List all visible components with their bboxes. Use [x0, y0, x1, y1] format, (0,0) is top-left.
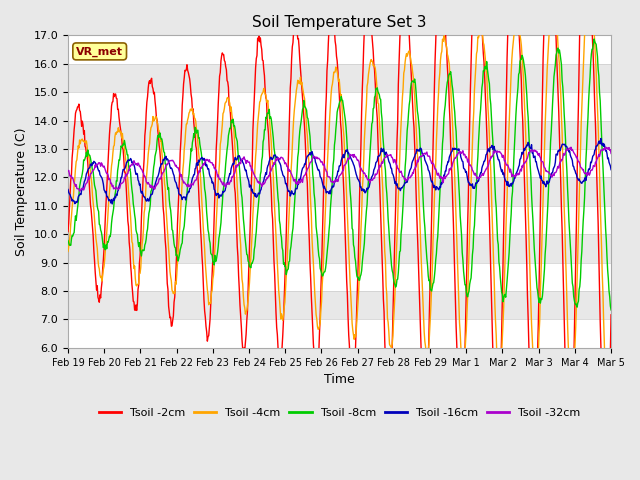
Y-axis label: Soil Temperature (C): Soil Temperature (C)	[15, 127, 28, 256]
Title: Soil Temperature Set 3: Soil Temperature Set 3	[252, 15, 427, 30]
X-axis label: Time: Time	[324, 373, 355, 386]
Bar	[68, 234, 611, 263]
Bar	[68, 206, 611, 234]
Bar	[68, 120, 611, 149]
Bar	[68, 36, 611, 64]
Bar	[68, 263, 611, 291]
Bar	[68, 319, 611, 348]
Bar	[68, 64, 611, 92]
Bar	[68, 178, 611, 206]
Text: VR_met: VR_met	[76, 46, 123, 57]
Bar	[68, 291, 611, 319]
Legend: Tsoil -2cm, Tsoil -4cm, Tsoil -8cm, Tsoil -16cm, Tsoil -32cm: Tsoil -2cm, Tsoil -4cm, Tsoil -8cm, Tsoi…	[95, 403, 584, 422]
Bar	[68, 149, 611, 178]
Bar	[68, 92, 611, 120]
